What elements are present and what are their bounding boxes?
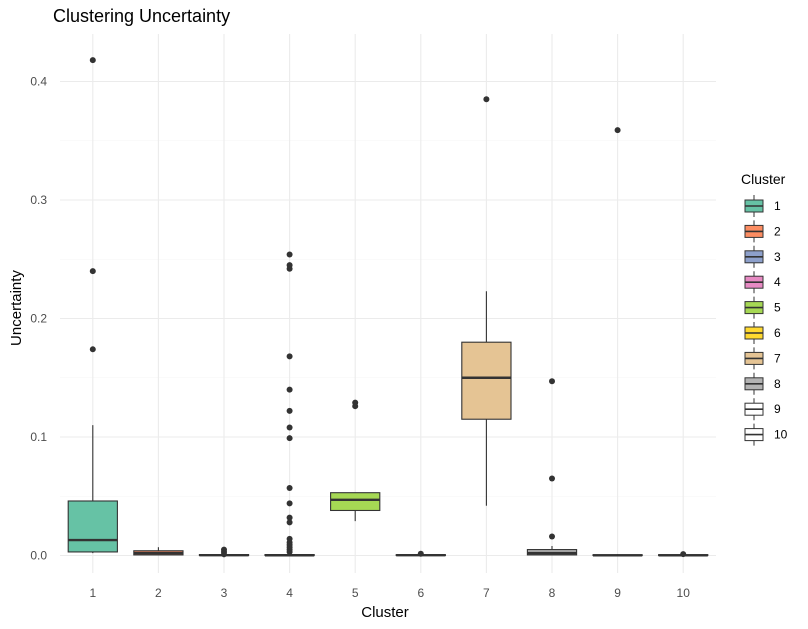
outlier-point — [549, 378, 555, 385]
legend-item-10: 10 — [744, 423, 788, 446]
box-iqr — [461, 341, 512, 420]
x-axis-title: Cluster — [361, 604, 409, 621]
y-tick-label: 0.1 — [30, 430, 47, 444]
y-tick-label: 0.0 — [30, 549, 47, 563]
legend-label: 2 — [774, 224, 781, 238]
legend-item-3: 3 — [744, 245, 781, 268]
legend-item-2: 2 — [744, 220, 781, 243]
grid — [60, 34, 716, 573]
legend-label: 5 — [774, 301, 781, 315]
legend-label: 3 — [774, 250, 781, 264]
y-axis-title: Uncertainty — [8, 270, 25, 346]
x-tick-label: 7 — [483, 586, 490, 600]
chart-title: Clustering Uncertainty — [53, 6, 230, 26]
outlier-point — [286, 484, 293, 491]
box-cluster-3 — [198, 546, 250, 558]
legend: Cluster 1 2 3 4 5 6 7 8 9 10 — [741, 171, 788, 446]
outlier-point — [286, 251, 293, 258]
outlier-point — [286, 500, 293, 507]
x-tick-label: 4 — [286, 586, 293, 600]
x-tick-label: 8 — [549, 586, 556, 600]
box-iqr — [67, 500, 118, 553]
box-cluster-5 — [330, 399, 381, 522]
legend-label: 10 — [774, 428, 788, 442]
outlier-point — [286, 519, 293, 526]
outlier-point — [549, 533, 555, 540]
x-tick-label: 1 — [89, 586, 96, 600]
box-cluster-6 — [395, 550, 446, 557]
legend-item-6: 6 — [744, 322, 781, 344]
outlier-point — [483, 96, 490, 103]
outlier-point — [286, 386, 293, 393]
legend-label: 9 — [774, 402, 781, 416]
legend-item-7: 7 — [744, 347, 781, 370]
outlier-point — [614, 127, 621, 134]
legend-label: 4 — [774, 275, 781, 289]
outlier-point — [286, 435, 293, 442]
box-cluster-10 — [658, 551, 709, 558]
outlier-point — [286, 265, 293, 272]
y-tick-label: 0.3 — [30, 193, 47, 207]
legend-item-9: 9 — [744, 398, 781, 421]
outlier-point — [417, 550, 424, 557]
box-cluster-9 — [592, 127, 643, 557]
box-cluster-1 — [67, 57, 118, 554]
outlier-point — [549, 475, 555, 482]
axis-ticks: 0.0 0.1 0.2 0.3 0.4 1 2 3 4 5 6 7 8 9 10 — [30, 75, 690, 601]
box-cluster-8 — [526, 378, 578, 556]
legend-label: 1 — [774, 199, 781, 213]
outlier-point — [680, 551, 687, 558]
box-iqr — [330, 492, 381, 512]
outlier-point — [89, 57, 96, 64]
legend-item-8: 8 — [744, 372, 781, 395]
x-tick-label: 6 — [417, 586, 424, 600]
outlier-point — [286, 424, 293, 431]
legend-label: 7 — [774, 351, 781, 365]
outlier-point — [286, 514, 293, 521]
box-cluster-2 — [133, 547, 184, 556]
legend-title: Cluster — [741, 171, 786, 187]
x-tick-label: 3 — [221, 586, 228, 600]
outlier-point — [286, 353, 293, 360]
outlier-point — [286, 407, 293, 414]
y-tick-label: 0.2 — [30, 312, 47, 326]
outlier-point — [89, 346, 96, 353]
x-tick-label: 2 — [155, 586, 162, 600]
x-tick-label: 10 — [677, 586, 691, 600]
outlier-point — [352, 403, 359, 410]
outlier-point — [286, 548, 293, 555]
box-cluster-4 — [264, 251, 315, 557]
boxes — [67, 57, 709, 558]
legend-label: 8 — [774, 377, 781, 391]
x-tick-label: 5 — [352, 586, 359, 600]
legend-item-1: 1 — [744, 195, 781, 217]
outlier-point — [221, 551, 227, 558]
legend-item-5: 5 — [744, 296, 781, 319]
legend-item-4: 4 — [744, 271, 781, 294]
legend-label: 6 — [774, 326, 781, 340]
box-cluster-7 — [461, 96, 512, 506]
y-tick-label: 0.4 — [30, 75, 47, 89]
outlier-point — [89, 268, 96, 275]
x-tick-label: 9 — [614, 586, 621, 600]
